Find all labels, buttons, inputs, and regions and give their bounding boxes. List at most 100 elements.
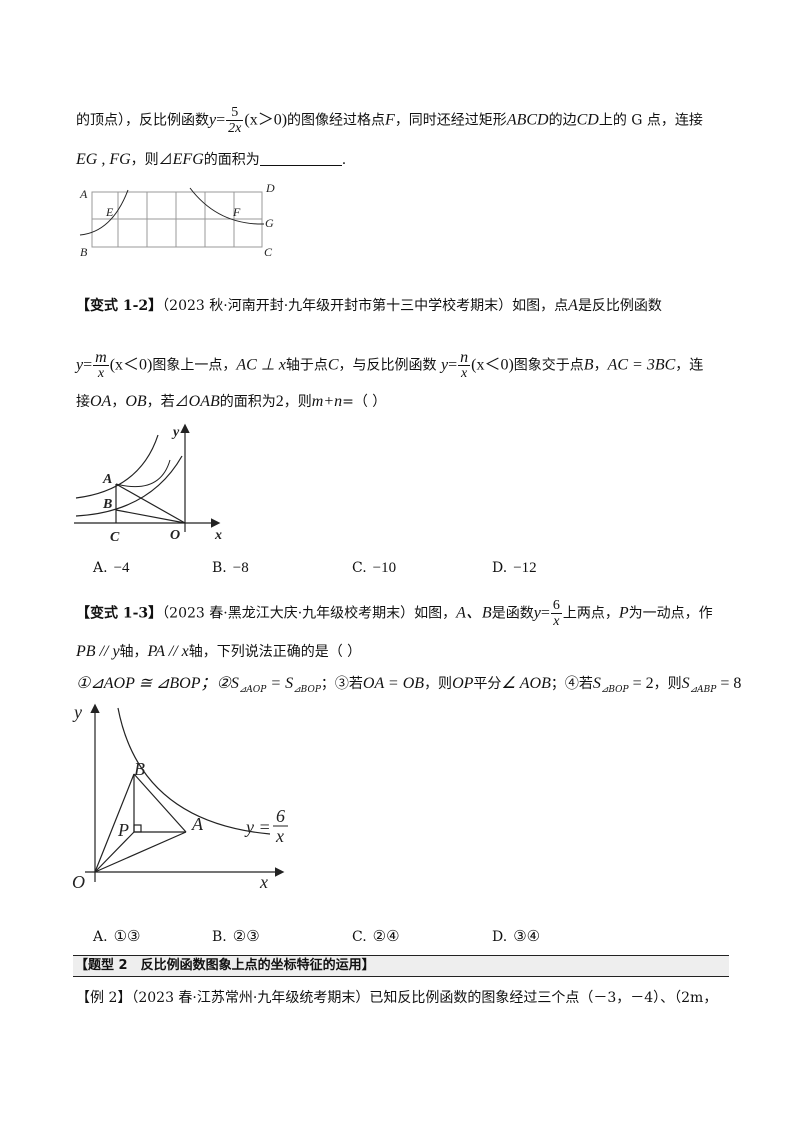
label-E: E (105, 205, 114, 219)
option-d[interactable]: D. −12 (492, 560, 537, 576)
text: ， (111, 394, 126, 410)
text: ，则 (653, 676, 682, 692)
condition: (x＞0) (244, 111, 288, 129)
label-C: C (110, 530, 120, 545)
text: ；③若 (320, 676, 363, 692)
text: 的图像经过格点 (287, 112, 386, 129)
text: 为一动点，作 (628, 605, 713, 622)
text: ，同时还经过矩形 (394, 112, 507, 129)
label-D: D (265, 181, 275, 195)
text: 轴， (119, 644, 148, 660)
text: 轴于点 (285, 357, 328, 374)
var-y: y (76, 356, 84, 374)
option-a[interactable]: A. ①③ (93, 929, 141, 945)
text: = S (266, 675, 294, 692)
label-y: y (171, 425, 180, 440)
text: 图象上一点， (152, 357, 237, 374)
figure-grid-rectangle: A B C D E F G (79, 181, 275, 259)
var-A: A (568, 297, 578, 314)
var-S: S (592, 675, 601, 692)
var-PA-parallel-x: PA // x (147, 643, 189, 660)
p3-line3: ①⊿AOP ≅ ⊿BOP；②S⊿AOP = S⊿BOP；③若OA = OB，则O… (76, 674, 741, 700)
var-y: y (440, 356, 449, 374)
option-c[interactable]: C. ②④ (352, 929, 400, 945)
text: ， (593, 357, 608, 374)
triangle-symbol: ⊿ (158, 152, 173, 168)
numerator: 6 (550, 598, 562, 614)
label-F: F (232, 205, 241, 219)
value-2: 2 (275, 393, 284, 410)
statement-1: ①⊿AOP ≅ ⊿BOP (76, 675, 201, 692)
var-AC-3BC: AC = 3BC (607, 356, 676, 374)
var-F: F (385, 111, 395, 129)
equals: = (216, 111, 226, 129)
text: 的面积为 (203, 152, 260, 168)
text: 的边 (548, 112, 577, 129)
var-OP: OP (452, 675, 474, 692)
var-EG-FG: EG , FG (76, 151, 131, 168)
var-y: y (533, 604, 541, 622)
text: ，则 (130, 152, 159, 168)
label-O: O (170, 528, 180, 543)
option-d[interactable]: D. ③④ (492, 929, 541, 945)
curve-label-y: y = (244, 817, 271, 837)
label-x: x (259, 872, 268, 892)
option-c[interactable]: C. −10 (352, 560, 397, 576)
var-m-plus-n: m+n (311, 393, 343, 410)
fraction-5-2x: 5 2x (226, 105, 244, 136)
condition: (x＜0) (471, 356, 514, 374)
var-ABCD: ABCD (506, 111, 549, 129)
subscript: ⊿BOP (293, 685, 321, 695)
label-A: A (191, 814, 204, 834)
text: 是反比例函数 (577, 298, 662, 314)
var-OA: OA (90, 393, 112, 410)
option-a[interactable]: A. −4 (93, 560, 130, 576)
subscript: ⊿BOP (600, 685, 629, 695)
label-B: B (80, 245, 88, 259)
var-C: C (327, 356, 339, 374)
text: （2023 秋·河南开封·九年级开封市第十三中学校考期末）如图，点 (162, 298, 569, 314)
text: 上两点， (562, 605, 619, 622)
curve-label-num: 6 (276, 806, 285, 826)
label-B: B (134, 759, 145, 779)
text: 图象交于点 (513, 357, 584, 374)
label-P: P (117, 820, 129, 840)
denominator: 2x (228, 121, 242, 136)
figure-hyperbola-abp: y B P A O x y = 6 x (72, 702, 288, 892)
text: 的顶点），反比例函数 (76, 112, 209, 129)
denominator: x (553, 614, 560, 629)
label-B: B (102, 497, 112, 512)
numerator: m (93, 349, 109, 366)
text: = 2 (628, 675, 654, 692)
text: 是函数 (491, 605, 534, 622)
label-y: y (72, 702, 82, 722)
option-b[interactable]: B. ②③ (212, 929, 260, 945)
numerator: 5 (226, 105, 244, 121)
var-y: y (209, 111, 217, 129)
p2-line1: 【变式 1-2】（2023 秋·河南开封·九年级开封市第十三中学校考期末）如图，… (76, 296, 662, 316)
condition: (x＜0) (109, 356, 153, 374)
section-heading: 【题型 2 反比例函数图象上点的坐标特征的运用】 (73, 955, 729, 977)
p1-line2: EG , FG，则⊿EFG的面积为. (76, 150, 346, 170)
var-P: P (618, 604, 629, 622)
text: （2023 春·黑龙江大庆·九年级校考期末）如图， (162, 605, 457, 622)
var-OA-OB: OA = OB (362, 675, 425, 692)
var-AC-perp-x: AC ⊥ x (236, 356, 286, 374)
option-b[interactable]: B. −8 (212, 560, 249, 576)
text: 上的 G 点，连接 (598, 112, 703, 129)
numerator: n (458, 349, 471, 366)
text: ；④若 (550, 676, 593, 692)
text: ，则 (424, 676, 453, 692)
text: 接 (76, 394, 90, 410)
statement-2: ；②S (200, 675, 239, 692)
text: ，与反比例函数 (338, 357, 437, 374)
answer-blank (259, 151, 342, 166)
label-A: A (102, 472, 112, 487)
denominator: x (97, 366, 105, 381)
text: 轴，下列说法正确的是（ ） (188, 644, 362, 660)
var-OB: OB (125, 393, 147, 410)
curve-label-den: x (275, 826, 284, 846)
label-G: G (265, 216, 274, 230)
